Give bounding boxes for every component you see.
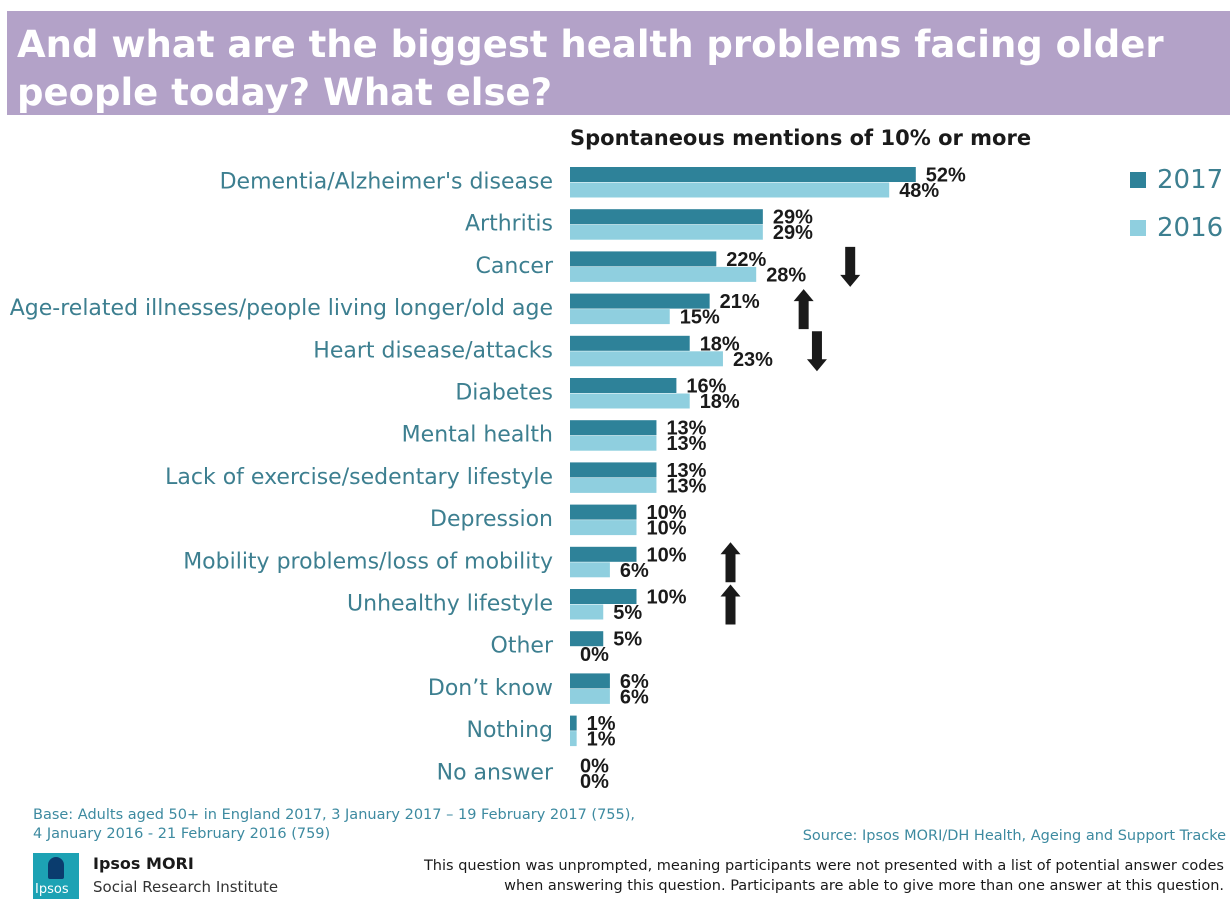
org-name: Ipsos MORI [93,854,194,873]
legend-label-2016: 2016 [1157,213,1223,243]
bar-2017 [570,631,604,647]
base-line-2: 4 January 2016 - 21 February 2016 (759) [33,826,331,842]
category-label: Other [491,634,554,659]
bar-2016 [570,351,723,367]
data-label-2016: 15% [680,307,720,329]
bar-2017 [570,715,577,731]
data-label-2017: 0% [580,755,609,777]
data-label-2017: 10% [647,544,687,566]
arrow-up-icon [720,542,741,583]
arrow-up-icon [720,584,741,625]
footnote-line-2: when answering this question. Participan… [504,878,1224,894]
data-label-2016: 0% [580,644,609,666]
data-label-2017: 10% [647,587,687,609]
arrow-down-icon [806,331,827,372]
category-label: Mobility problems/loss of mobility [183,549,553,574]
arrow-down-icon [840,246,861,287]
data-label-2017: 13% [666,418,706,440]
bar-2016 [570,477,657,493]
base-note: Base: Adults aged 50+ in England 2017, 3… [33,806,635,844]
legend-label-2017: 2017 [1157,165,1223,195]
category-label: Nothing [466,718,553,743]
bar-2017 [570,293,710,309]
category-label: Lack of exercise/sedentary lifestyle [165,465,553,490]
category-label: Cancer [476,254,554,279]
data-label-2017: 16% [686,376,726,398]
data-label-2016: 23% [733,349,773,371]
data-label-2016: 6% [620,560,649,582]
data-label-2016: 48% [899,180,939,202]
bar-2017 [570,504,637,520]
logo-mark-icon [48,857,64,879]
category-label: Age-related illnesses/people living long… [10,296,553,321]
chart-subtitle: Spontaneous mentions of 10% or more [570,126,1032,150]
data-label-2017: 22% [726,249,766,271]
title-banner: And what are the biggest health problems… [7,11,1230,115]
bar-2017 [570,420,657,436]
data-label-2016: 5% [613,602,642,624]
bar-2017 [570,251,717,267]
data-label-2017: 21% [720,291,760,313]
org-subtitle: Social Research Institute [93,878,279,896]
arrow-up-icon [793,289,814,330]
category-label: Mental health [402,423,553,448]
bar-2017 [570,589,637,604]
bar-2017 [570,546,637,562]
bar-2016 [570,688,610,704]
logo-text: Ipsos [35,882,69,897]
category-label: Diabetes [455,381,553,406]
bar-2016 [570,266,757,282]
bar-2016 [570,562,610,578]
bar-2016 [570,435,657,451]
category-label: No answer [437,760,554,785]
data-label-2016: 29% [773,222,813,244]
data-label-2016: 28% [766,264,806,286]
data-label-2016: 13% [666,433,706,455]
data-label-2017: 29% [773,207,813,229]
category-label: Heart disease/attacks [313,338,553,363]
category-label: Arthritis [465,212,553,237]
category-label: Don’t know [428,676,553,701]
data-label-2017: 6% [620,671,649,693]
chart-title: And what are the biggest health problems… [17,23,1164,114]
data-label-2017: 10% [647,502,687,524]
bar-2016 [570,731,577,747]
footnote-line-1: This question was unprompted, meaning pa… [423,858,1224,874]
bar-2017 [570,673,610,689]
data-label-2017: 18% [700,333,740,355]
legend-swatch-2017 [1130,172,1146,188]
data-label-2016: 0% [580,771,609,793]
data-label-2016: 13% [666,475,706,497]
bar-2017 [570,462,657,478]
data-label-2017: 1% [587,713,616,735]
bar-2017 [570,335,690,351]
source-note: Source: Ipsos MORI/DH Health, Ageing and… [802,828,1226,844]
data-label-2016: 6% [620,686,649,708]
bar-chart: Dementia/Alzheimer's disease 52%48% Arthri… [10,165,1223,793]
data-label-2016: 10% [647,518,687,540]
bar-2016 [570,182,890,198]
data-label-2016: 1% [587,729,616,751]
data-label-2017: 52% [926,165,966,187]
bar-2017 [570,209,763,225]
bar-2016 [570,393,690,409]
bar-2016 [570,224,763,240]
bar-2016 [570,520,637,536]
category-label: Unhealthy lifestyle [347,592,553,617]
category-label: Dementia/Alzheimer's disease [220,170,553,195]
legend-swatch-2016 [1130,220,1146,236]
bar-2017 [570,167,916,182]
bar-2016 [570,604,604,620]
data-label-2017: 5% [613,629,642,651]
category-label: Depression [430,507,553,532]
footnote: This question was unprompted, meaning pa… [424,856,1224,896]
bar-2017 [570,378,677,393]
bar-2016 [570,309,670,325]
base-line-1: Base: Adults aged 50+ in England 2017, 3… [33,807,636,823]
ipsos-logo: Ipsos [33,853,79,899]
data-label-2016: 18% [700,391,740,413]
data-label-2017: 13% [666,460,706,482]
